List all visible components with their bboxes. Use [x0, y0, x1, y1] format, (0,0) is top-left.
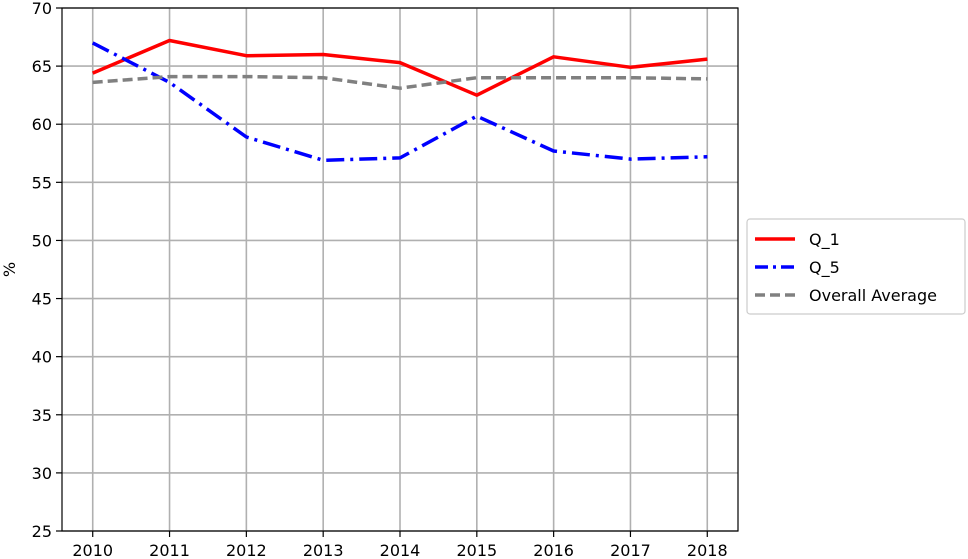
y-tick-label: 35: [32, 406, 52, 425]
y-tick-label: 45: [32, 290, 52, 309]
x-tick-label: 2013: [303, 541, 344, 559]
y-tick-label: 50: [32, 231, 52, 250]
x-tick-label: 2015: [456, 541, 497, 559]
legend-box: [746, 218, 966, 315]
x-tick-label: 2018: [687, 541, 728, 559]
x-tick-label: 2011: [149, 541, 190, 559]
series-line-overall-average: [92, 74, 708, 90]
y-tick-label: 30: [32, 464, 52, 483]
x-tick-label: 2010: [72, 541, 113, 559]
x-tick-label: 2012: [226, 541, 267, 559]
series-lines: [91, 38, 708, 163]
y-axis-label: %: [0, 262, 19, 277]
axis-ticks: 2010 2011 2012 2013 2014 2015 2016 2017 2018 25 30…: [32, 0, 728, 559]
legend-label: Q_1: [809, 230, 840, 250]
legend-label: Overall Average: [809, 286, 937, 305]
x-tick-label: 2014: [380, 541, 421, 559]
y-tick-label: 60: [32, 115, 52, 134]
x-tick-label: 2016: [533, 541, 574, 559]
y-tick-label: 70: [32, 0, 52, 18]
y-tick-label: 25: [32, 522, 52, 541]
y-tick-label: 55: [32, 173, 52, 192]
series-line-q-5: [91, 41, 708, 163]
y-tick-label: 40: [32, 348, 52, 367]
x-tick-label: 2017: [610, 541, 651, 559]
legend-label: Q_5: [809, 258, 840, 278]
y-tick-label: 65: [32, 57, 52, 76]
legend: Q_1 Q_5 Overall Average: [746, 218, 966, 315]
series-line-q-1: [92, 38, 708, 97]
